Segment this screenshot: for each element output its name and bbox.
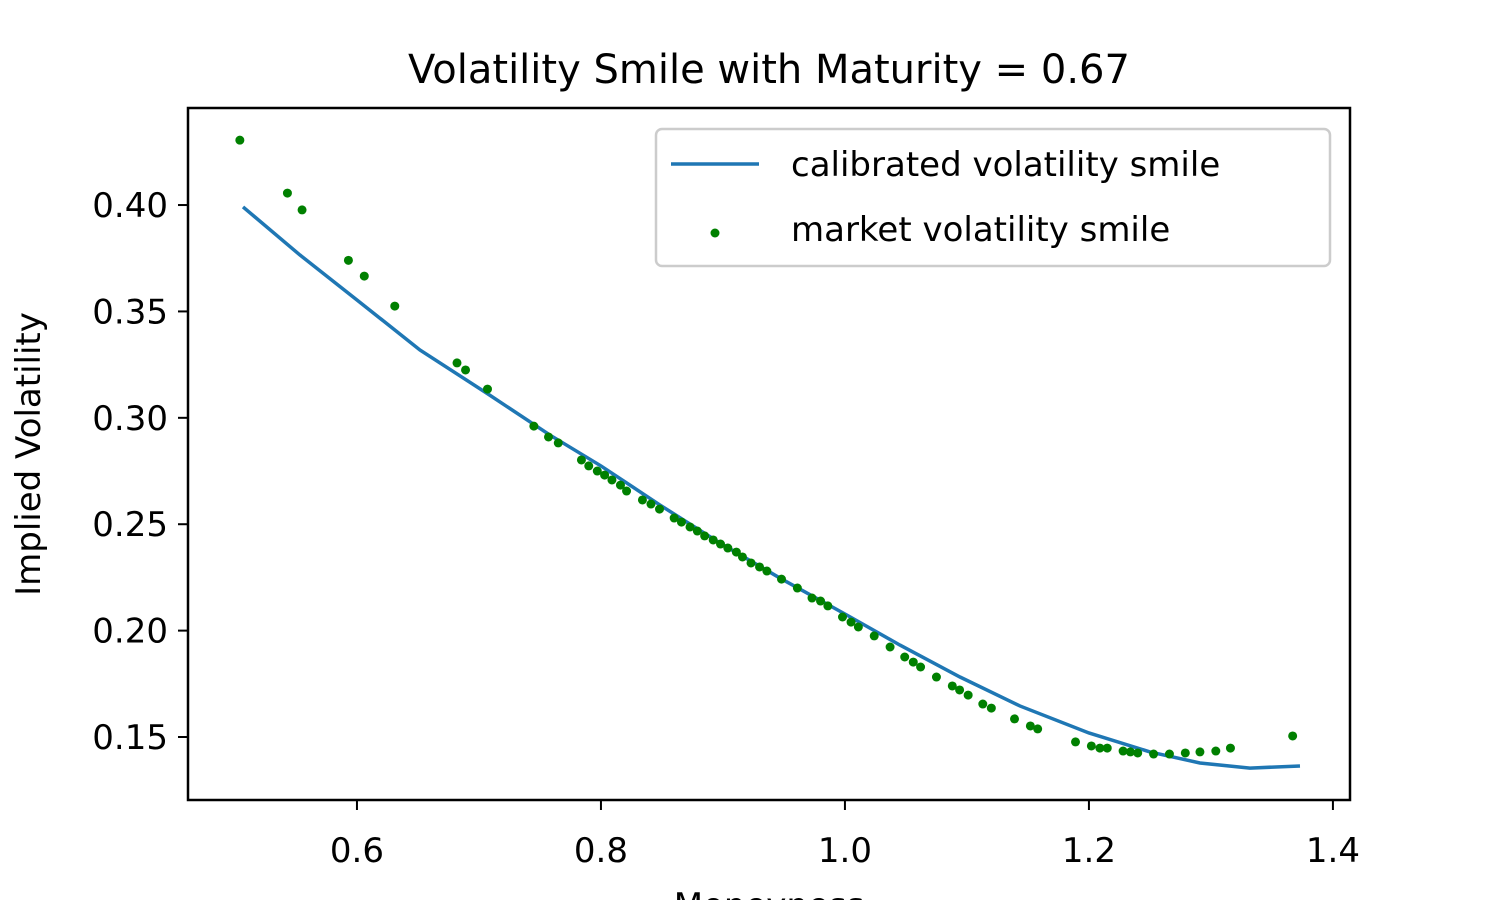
market-point bbox=[1288, 731, 1298, 741]
market-point bbox=[955, 685, 965, 695]
market-point bbox=[1095, 743, 1105, 753]
legend-marker bbox=[710, 228, 720, 238]
market-point bbox=[592, 466, 602, 476]
market-point bbox=[1071, 737, 1081, 747]
market-point bbox=[1225, 743, 1235, 753]
market-point bbox=[708, 535, 718, 545]
market-point bbox=[716, 539, 726, 549]
market-point bbox=[529, 421, 539, 431]
market-point bbox=[746, 558, 756, 568]
market-point bbox=[615, 480, 625, 490]
market-point bbox=[646, 499, 656, 509]
x-tick-label: 0.6 bbox=[330, 831, 384, 871]
x-tick-label: 1.0 bbox=[818, 831, 872, 871]
market-point bbox=[1164, 749, 1174, 759]
market-point bbox=[869, 631, 879, 641]
x-tick-label: 0.8 bbox=[574, 831, 628, 871]
market-point bbox=[1102, 743, 1112, 753]
plot-frame bbox=[186, 106, 1352, 802]
legend-label: calibrated volatility smile bbox=[791, 145, 1220, 185]
market-point bbox=[816, 596, 826, 606]
market-point bbox=[676, 517, 686, 527]
market-point bbox=[1149, 749, 1159, 759]
market-point bbox=[607, 475, 617, 485]
market-point bbox=[723, 543, 733, 553]
x-tick-label: 1.2 bbox=[1062, 831, 1116, 871]
market-point bbox=[731, 547, 741, 557]
market-point bbox=[584, 461, 594, 471]
market-point bbox=[235, 135, 245, 145]
market-point bbox=[452, 358, 462, 368]
legend: calibrated volatility smile market volati… bbox=[654, 127, 1332, 268]
market-point bbox=[1195, 747, 1205, 757]
market-point bbox=[807, 593, 817, 603]
y-tick-label: 0.20 bbox=[92, 612, 168, 652]
market-point bbox=[543, 432, 553, 442]
market-point bbox=[838, 612, 848, 622]
x-tick-label: 1.4 bbox=[1306, 831, 1360, 871]
market-point bbox=[282, 188, 292, 198]
market-point bbox=[823, 601, 833, 611]
market-point bbox=[755, 562, 765, 572]
y-axis-label: Implied Volatility bbox=[9, 312, 49, 596]
market-point bbox=[669, 513, 679, 523]
market-point bbox=[792, 583, 802, 593]
market-point bbox=[947, 681, 957, 691]
market-point bbox=[359, 271, 369, 281]
market-point bbox=[343, 255, 353, 265]
chart-title: Volatility Smile with Maturity = 0.67 bbox=[408, 47, 1130, 93]
market-point bbox=[931, 672, 941, 682]
market-point bbox=[390, 301, 400, 311]
market-point bbox=[1033, 724, 1043, 734]
market-point bbox=[692, 526, 702, 536]
market-point bbox=[1133, 748, 1143, 758]
market-point bbox=[685, 522, 695, 532]
market-point bbox=[908, 657, 918, 667]
market-point bbox=[461, 365, 471, 375]
market-point bbox=[916, 662, 926, 672]
market-point bbox=[1010, 714, 1020, 724]
market-point bbox=[978, 699, 988, 709]
market-point bbox=[762, 566, 772, 576]
market-point bbox=[777, 574, 787, 584]
y-tick-label: 0.35 bbox=[92, 292, 168, 332]
legend-label: market volatility smile bbox=[791, 210, 1170, 250]
market-point bbox=[737, 552, 747, 562]
market-point bbox=[600, 470, 610, 480]
market-point bbox=[900, 652, 910, 662]
market-point bbox=[846, 617, 856, 627]
market-point bbox=[622, 486, 632, 496]
market-point bbox=[986, 703, 996, 713]
market-point bbox=[1118, 746, 1128, 756]
y-tick-label: 0.40 bbox=[92, 186, 168, 226]
market-point bbox=[885, 642, 895, 652]
market-point bbox=[482, 384, 492, 394]
x-axis-label: Moneyness bbox=[674, 886, 865, 900]
calibrated-line bbox=[241, 205, 1301, 770]
legend-box bbox=[654, 127, 1332, 268]
y-tick-label: 0.30 bbox=[92, 399, 168, 439]
market-point bbox=[700, 531, 710, 541]
market-point bbox=[1211, 746, 1221, 756]
market-point bbox=[1180, 748, 1190, 758]
market-point bbox=[1025, 721, 1035, 731]
market-point bbox=[655, 504, 665, 514]
y-tick-label: 0.25 bbox=[92, 505, 168, 545]
market-point bbox=[576, 455, 586, 465]
y-tick-label: 0.15 bbox=[92, 718, 168, 758]
market-point bbox=[553, 438, 563, 448]
market-point bbox=[963, 690, 973, 700]
market-point bbox=[853, 622, 863, 632]
market-point bbox=[637, 495, 647, 505]
market-point bbox=[1086, 741, 1096, 751]
market-point bbox=[1125, 747, 1135, 757]
market-point bbox=[297, 205, 307, 215]
